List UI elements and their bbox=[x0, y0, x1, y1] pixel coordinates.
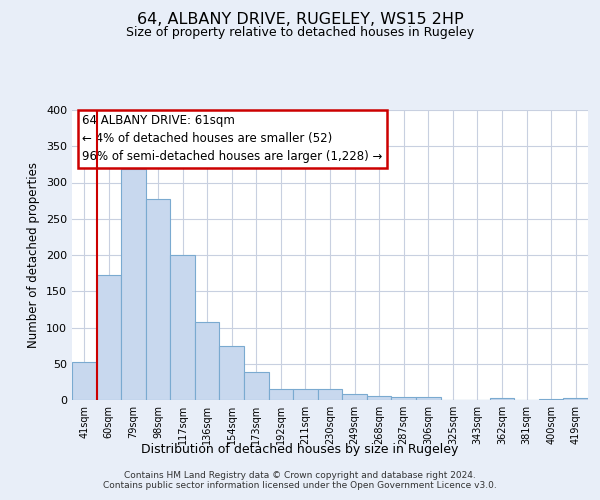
Bar bbox=[539, 398, 563, 400]
Bar bbox=[563, 398, 588, 400]
Bar bbox=[318, 389, 342, 400]
Y-axis label: Number of detached properties: Number of detached properties bbox=[28, 162, 40, 348]
Bar bbox=[293, 389, 318, 400]
Bar bbox=[367, 396, 391, 400]
Bar bbox=[220, 346, 244, 400]
Bar bbox=[269, 389, 293, 400]
Bar bbox=[342, 394, 367, 400]
Bar bbox=[72, 362, 97, 400]
Text: 64, ALBANY DRIVE, RUGELEY, WS15 2HP: 64, ALBANY DRIVE, RUGELEY, WS15 2HP bbox=[137, 12, 463, 28]
Text: Contains HM Land Registry data © Crown copyright and database right 2024.
Contai: Contains HM Land Registry data © Crown c… bbox=[103, 470, 497, 490]
Bar bbox=[391, 397, 416, 400]
Text: Distribution of detached houses by size in Rugeley: Distribution of detached houses by size … bbox=[142, 442, 458, 456]
Bar bbox=[490, 398, 514, 400]
Bar bbox=[97, 276, 121, 400]
Bar bbox=[244, 372, 269, 400]
Text: 64 ALBANY DRIVE: 61sqm
← 4% of detached houses are smaller (52)
96% of semi-deta: 64 ALBANY DRIVE: 61sqm ← 4% of detached … bbox=[82, 114, 383, 164]
Bar bbox=[121, 170, 146, 400]
Bar bbox=[195, 322, 220, 400]
Text: Size of property relative to detached houses in Rugeley: Size of property relative to detached ho… bbox=[126, 26, 474, 39]
Bar bbox=[146, 199, 170, 400]
Bar bbox=[416, 397, 440, 400]
Bar bbox=[170, 255, 195, 400]
